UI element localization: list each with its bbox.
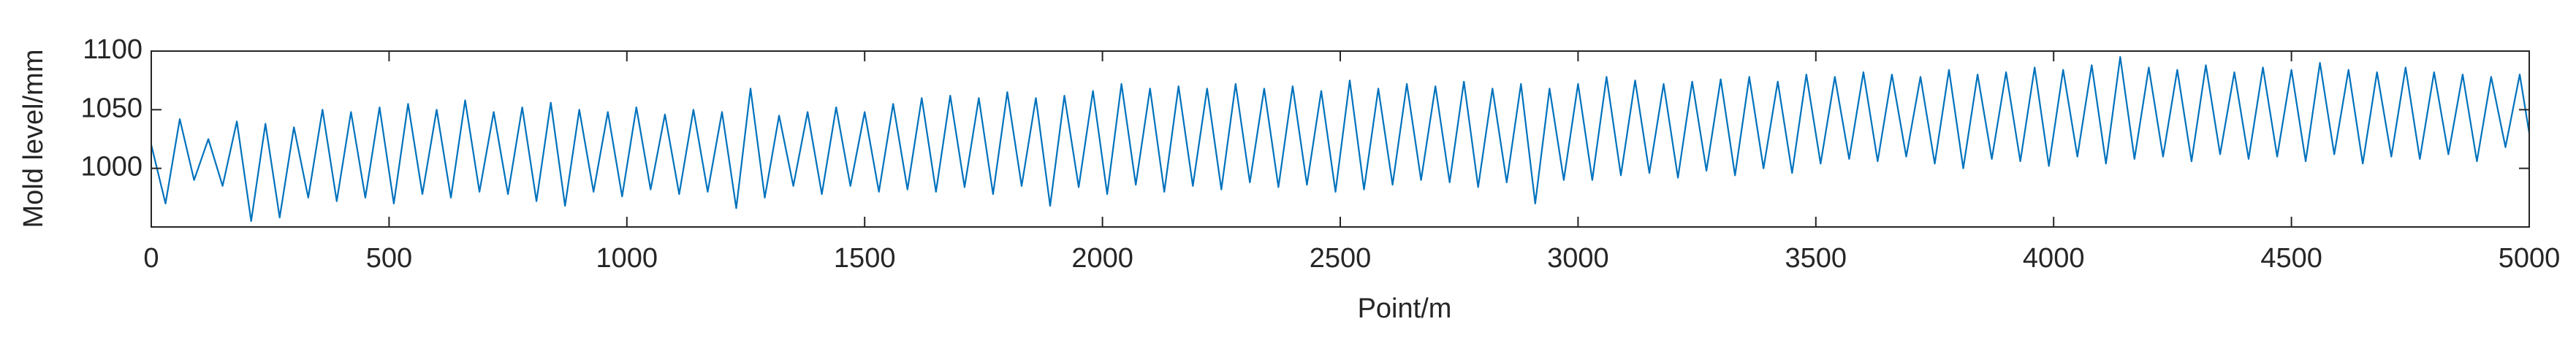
x-tick-label: 1000 — [596, 243, 658, 274]
x-tick-label: 3000 — [1547, 243, 1609, 274]
data-line — [150, 55, 2531, 223]
y-tick-label: 1050 — [80, 93, 143, 123]
plot-frame — [151, 50, 2530, 228]
x-tick-label: 4500 — [2260, 243, 2322, 274]
y-tick-label: 1000 — [80, 152, 143, 182]
x-tick-label: 2500 — [1310, 243, 1372, 274]
x-tick-label: 0 — [143, 243, 159, 274]
x-tick-label: 2000 — [1071, 243, 1133, 274]
x-tick-label: 5000 — [2499, 243, 2561, 274]
x-tick-label: 4000 — [2023, 243, 2085, 274]
x-tick-label: 1500 — [834, 243, 896, 274]
x-tick-label: 500 — [366, 243, 412, 274]
y-axis-label: Mold level/mm — [18, 50, 49, 228]
x-axis-label: Point/m — [1358, 293, 1452, 324]
x-tick-label: 3500 — [1785, 243, 1847, 274]
y-tick-label: 1100 — [83, 34, 143, 65]
